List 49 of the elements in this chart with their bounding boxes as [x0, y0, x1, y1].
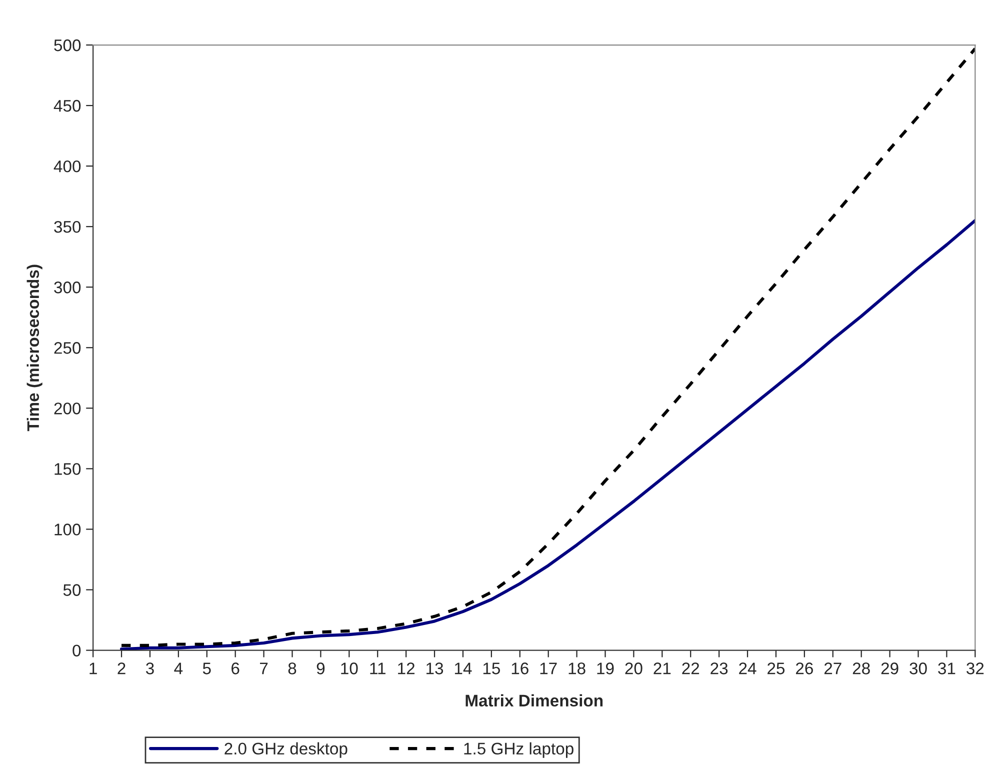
x-tick-label: 7 — [260, 662, 268, 674]
x-tick-label: 16 — [512, 662, 528, 674]
x-tick-label: 10 — [341, 662, 358, 674]
x-tick-label: 20 — [625, 662, 642, 674]
x-tick-label: 22 — [682, 662, 700, 674]
x-tick-label: 3 — [146, 662, 154, 674]
x-tick-label: 31 — [938, 662, 956, 674]
x-tick-label: 17 — [540, 662, 557, 674]
x-tick-label: 27 — [824, 662, 842, 674]
x-tick-label: 21 — [654, 662, 671, 674]
x-tick-label: 32 — [966, 662, 984, 674]
x-tick-label: 29 — [881, 662, 898, 674]
y-axis-title: Time (microseconds) — [26, 264, 42, 432]
x-tick-label: 19 — [597, 662, 614, 674]
line-series — [120, 219, 976, 650]
x-tick-label: 1 — [90, 662, 97, 674]
x-tick-label: 6 — [232, 662, 240, 674]
x-tick-label: 5 — [202, 662, 211, 674]
x-tick-label: 12 — [398, 662, 414, 674]
y-tick-label: 50 — [63, 584, 81, 596]
x-tick-label: 14 — [454, 662, 472, 674]
x-tick-label: 26 — [796, 662, 813, 674]
x-tick-label: 9 — [316, 662, 325, 674]
x-tick-label: 2 — [118, 662, 126, 674]
x-tick-label: 8 — [288, 662, 296, 674]
x-tick-label: 18 — [568, 662, 586, 674]
x-tick-label: 23 — [710, 662, 728, 674]
y-tick-label: 150 — [54, 463, 81, 475]
y-tick-label: 250 — [54, 342, 81, 354]
x-tick-label: 24 — [739, 662, 756, 674]
line-series — [120, 47, 976, 647]
x-tick-label: 30 — [910, 662, 927, 674]
x-tick-label: 28 — [852, 662, 870, 674]
y-tick-label: 100 — [54, 524, 81, 536]
x-tick-label: 13 — [426, 662, 444, 674]
x-tick-label: 25 — [768, 662, 785, 674]
x-tick-label: 15 — [483, 662, 500, 674]
x-axis-title: Matrix Dimension — [466, 694, 603, 707]
y-tick-label: 450 — [54, 100, 81, 112]
y-tick-label: 350 — [54, 220, 81, 233]
legend-label: 1.5 GHz laptop — [464, 742, 574, 758]
x-tick-label: 4 — [174, 662, 183, 674]
legend-label: 2.0 GHz desktop — [224, 742, 348, 758]
y-tick-label: 400 — [54, 160, 81, 172]
x-tick-label: 11 — [370, 662, 386, 674]
y-tick-label: 500 — [54, 39, 81, 52]
y-tick-label: 0 — [72, 644, 81, 656]
y-tick-label: 200 — [54, 402, 81, 414]
y-tick-label: 300 — [54, 282, 81, 294]
